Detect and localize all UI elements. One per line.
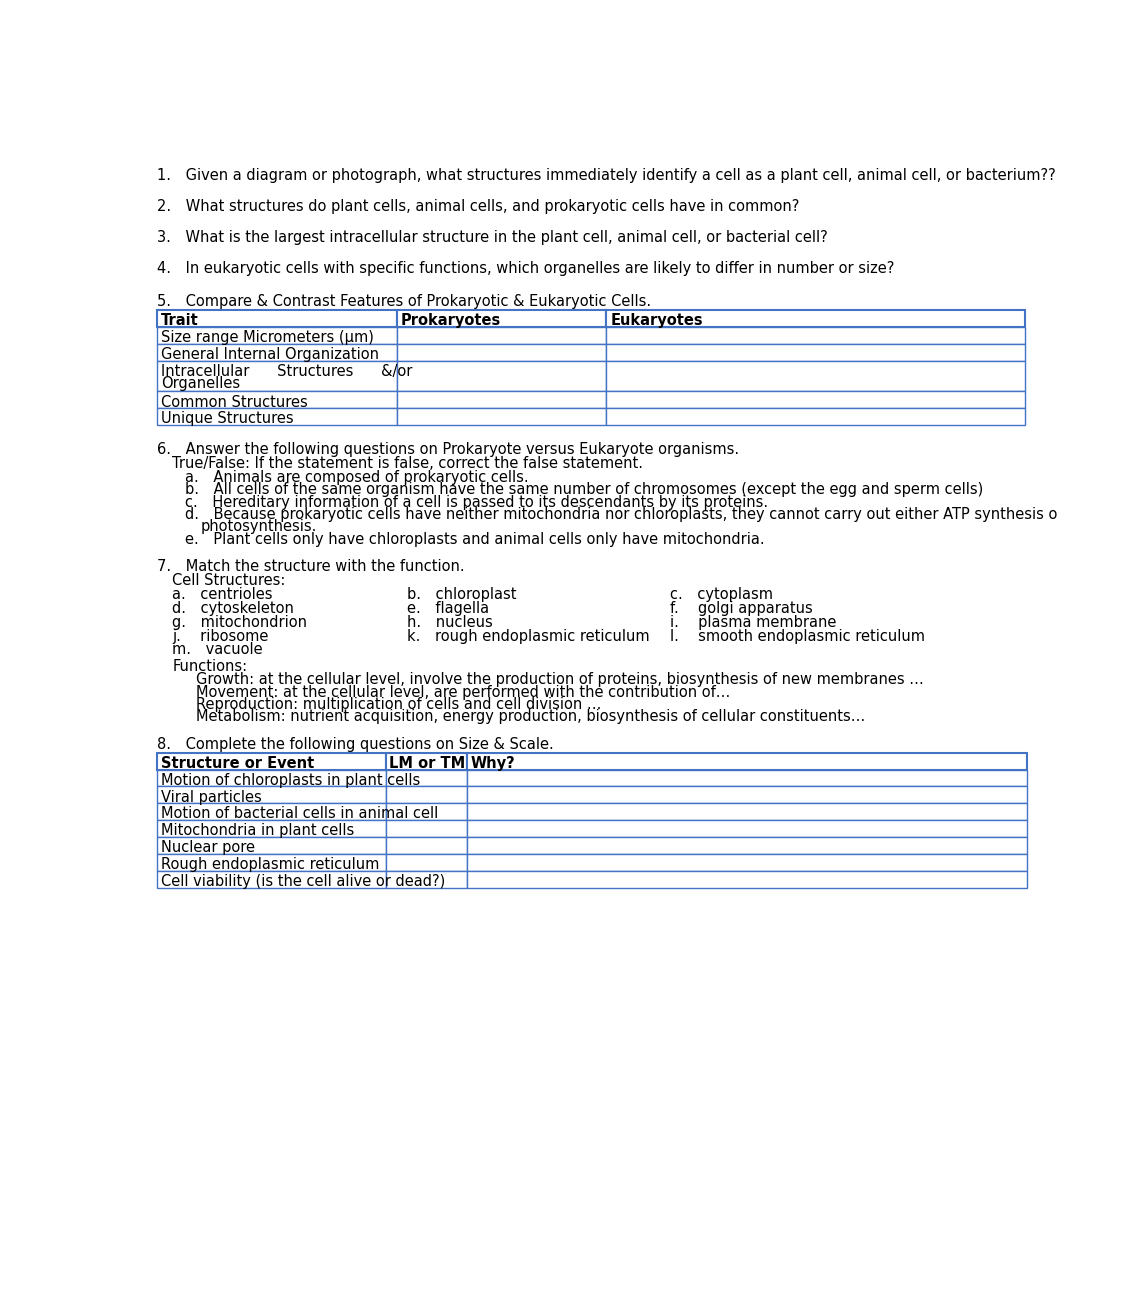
Bar [386, 821, 467, 838]
Text: 1. Given a diagram or photograph, what structures immediately identify a cell as: 1. Given a diagram or photograph, what s… [157, 168, 1056, 183]
Text: Rough endoplasmic reticulum: Rough endoplasmic reticulum [161, 857, 379, 872]
Text: b. chloroplast: b. chloroplast [406, 587, 516, 602]
Text: 8. Complete the following questions on Size & Scale.: 8. Complete the following questions on S… [157, 737, 554, 752]
Text: d. Because prokaryotic cells have neither mitochondria nor chloroplasts, they ca: d. Because prokaryotic cells have neithe… [185, 506, 1057, 522]
Bar [157, 855, 386, 872]
Bar [157, 343, 397, 360]
Bar [157, 392, 397, 408]
Text: d. cytoskeleton: d. cytoskeleton [173, 600, 294, 616]
Text: photosynthesis.: photosynthesis. [200, 519, 317, 534]
Text: 3. What is the largest intracellular structure in the plant cell, animal cell, o: 3. What is the largest intracellular str… [157, 230, 828, 245]
Bar [386, 753, 467, 770]
Text: Motion of bacterial cells in animal cell: Motion of bacterial cells in animal cell [161, 806, 438, 821]
Text: e. flagella: e. flagella [406, 600, 488, 616]
Bar [386, 838, 467, 855]
Bar [386, 787, 467, 804]
Text: 5. Compare & Contrast Features of Prokaryotic & Eukaryotic Cells.: 5. Compare & Contrast Features of Prokar… [157, 295, 651, 309]
Bar [397, 343, 606, 360]
Bar [467, 821, 1026, 838]
Bar [467, 804, 1026, 821]
Text: 4. In eukaryotic cells with specific functions, which organelles are likely to d: 4. In eukaryotic cells with specific fun… [157, 261, 895, 275]
Bar [157, 804, 386, 821]
Text: b. All cells of the same organism have the same number of chromosomes (except th: b. All cells of the same organism have t… [185, 483, 983, 497]
Bar [467, 753, 1026, 770]
Text: Prokaryotes: Prokaryotes [402, 313, 501, 328]
Text: Metabolism: nutrient acquisition, energy production, biosynthesis of cellular co: Metabolism: nutrient acquisition, energy… [196, 710, 865, 724]
Bar [386, 770, 467, 787]
Bar [606, 392, 1025, 408]
Bar [157, 787, 386, 804]
Text: Cell Structures:: Cell Structures: [173, 573, 286, 589]
Bar [467, 770, 1026, 787]
Text: Organelles: Organelles [161, 376, 240, 392]
Bar [467, 838, 1026, 855]
Bar [157, 770, 386, 787]
Text: Growth: at the cellular level, involve the production of proteins, biosynthesis : Growth: at the cellular level, involve t… [196, 672, 923, 688]
Text: 2. What structures do plant cells, animal cells, and prokaryotic cells have in c: 2. What structures do plant cells, anima… [157, 198, 800, 214]
Bar [157, 326, 397, 343]
Text: Functions:: Functions: [173, 659, 247, 675]
Text: Mitochondria in plant cells: Mitochondria in plant cells [161, 823, 355, 838]
Text: Cell viability (is the cell alive or dead?): Cell viability (is the cell alive or dea… [161, 874, 445, 889]
Text: Intracellular      Structures      &/or: Intracellular Structures &/or [161, 364, 412, 378]
Bar [397, 408, 606, 425]
Text: Eukaryotes: Eukaryotes [611, 313, 702, 328]
Text: 6. Answer the following questions on Prokaryote versus Eukaryote organisms.: 6. Answer the following questions on Pro… [157, 442, 739, 457]
Bar [467, 787, 1026, 804]
Text: Common Structures: Common Structures [161, 394, 308, 410]
Text: m. vacuole: m. vacuole [173, 642, 263, 658]
Text: c. cytoplasm: c. cytoplasm [670, 587, 773, 602]
Text: Viral particles: Viral particles [161, 790, 262, 805]
Text: g. mitochondrion: g. mitochondrion [173, 615, 308, 630]
Text: Nuclear pore: Nuclear pore [161, 840, 255, 855]
Text: Structure or Event: Structure or Event [161, 756, 315, 771]
Bar [397, 392, 606, 408]
Bar [397, 326, 606, 343]
Bar [157, 872, 386, 889]
Text: Reproduction: multiplication of cells and cell division …: Reproduction: multiplication of cells an… [196, 697, 601, 713]
Bar [606, 309, 1025, 326]
Bar [467, 855, 1026, 872]
Text: f.  golgi apparatus: f. golgi apparatus [670, 600, 812, 616]
Text: LM or TM: LM or TM [389, 756, 466, 771]
Text: True/False: If the statement is false, correct the false statement.: True/False: If the statement is false, c… [173, 457, 643, 471]
Bar [606, 343, 1025, 360]
Text: i.  plasma membrane: i. plasma membrane [670, 615, 836, 630]
Text: c. Hereditary information of a cell is passed to its descendants by its proteins: c. Hereditary information of a cell is p… [185, 495, 768, 510]
Text: 7. Match the structure with the function.: 7. Match the structure with the function… [157, 560, 464, 574]
Text: j.  ribosome: j. ribosome [173, 629, 269, 643]
Bar [157, 821, 386, 838]
Text: e. Plant cells only have chloroplasts and animal cells only have mitochondria.: e. Plant cells only have chloroplasts an… [185, 531, 764, 547]
Bar [157, 309, 397, 326]
Text: Unique Structures: Unique Structures [161, 411, 294, 427]
Bar [467, 872, 1026, 889]
Bar [386, 872, 467, 889]
Text: Motion of chloroplasts in plant cells: Motion of chloroplasts in plant cells [161, 773, 420, 788]
Bar [397, 360, 606, 391]
Bar [606, 326, 1025, 343]
Bar [386, 855, 467, 872]
Text: l.  smooth endoplasmic reticulum: l. smooth endoplasmic reticulum [670, 629, 925, 643]
Text: Trait: Trait [161, 313, 199, 328]
Text: a. Animals are composed of prokaryotic cells.: a. Animals are composed of prokaryotic c… [185, 470, 529, 485]
Text: k. rough endoplasmic reticulum: k. rough endoplasmic reticulum [406, 629, 649, 643]
Bar [157, 838, 386, 855]
Bar [606, 408, 1025, 425]
Bar [157, 753, 386, 770]
Bar [397, 309, 606, 326]
Bar [606, 360, 1025, 391]
Bar [157, 408, 397, 425]
Text: Why?: Why? [471, 756, 516, 771]
Bar [386, 804, 467, 821]
Text: h. nucleus: h. nucleus [406, 615, 492, 630]
Text: General Internal Organization: General Internal Organization [161, 347, 379, 361]
Text: a. centrioles: a. centrioles [173, 587, 273, 602]
Text: Movement: at the cellular level, are performed with the contribution of…: Movement: at the cellular level, are per… [196, 685, 730, 699]
Text: Size range Micrometers (μm): Size range Micrometers (μm) [161, 330, 374, 345]
Bar [157, 360, 397, 391]
